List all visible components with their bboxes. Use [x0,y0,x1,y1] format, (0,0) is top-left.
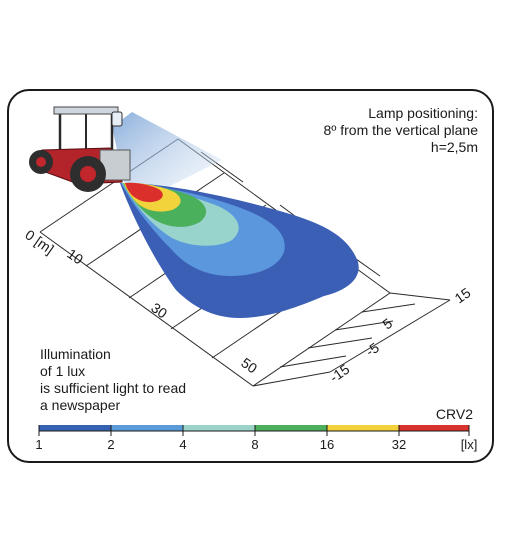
grid-line [279,355,347,368]
distance-tick-label: 50 [238,354,260,376]
note-line: a newspaper [40,397,121,413]
tractor-illustration [29,106,131,192]
note-line: of 1 lux [40,363,86,379]
legend-tick-label: 32 [392,437,406,452]
legend-tick-label: 2 [107,437,114,452]
lateral-tick-label: 5 [380,315,396,333]
legend-tick-label: 4 [179,437,186,452]
grid-line [252,292,391,387]
legend-segment-32-plus [399,425,469,431]
distance-tick-label: 10 [64,245,86,267]
rear-wheel-hub [80,166,96,182]
legend-tick-label: 1 [35,437,42,452]
legend-segment-16-32 [327,425,399,431]
distance-tick-label: 30 [148,299,170,321]
legend-unit-label: [lx] [461,437,478,452]
legend-tick-label: 8 [251,437,258,452]
product-code: CRV2 [435,406,473,422]
distance-axis-unit: 0 [m] [22,226,57,257]
lamp-info-line: h=2,5m [430,139,478,155]
grid-line [361,303,416,313]
illuminance-contours [120,182,359,318]
contour-32-lux [125,182,163,203]
color-legend: 1 2 4 8 16 32 [lx] [35,425,477,452]
lateral-tick-label: -15 [327,361,353,386]
illumination-note: Illumination of 1 lux is sufficient ligh… [40,346,186,414]
legend-segment-2-4 [111,425,183,431]
grid-line [307,337,373,349]
front-wheel-hub [36,157,46,167]
lateral-tick-label: 15 [452,284,474,306]
lamp-info-line: Lamp positioning: [368,105,478,121]
note-line: is sufficient light to read [40,380,187,396]
grid-line [329,299,451,373]
legend-tick-label: 16 [320,437,334,452]
legend-segment-1-2 [39,425,111,431]
legend-segment-4-8 [183,425,255,431]
note-line: Illumination [40,346,111,362]
tractor-roof [53,106,119,115]
lateral-axis: 15 5 -5 -15 [327,284,474,385]
lamp-positioning-info: Lamp positioning: 8º from the vertical p… [323,105,478,156]
legend-segment-8-16 [255,425,327,431]
grid-line [389,292,451,301]
light-beam [112,112,222,200]
lamp-info-line: 8º from the vertical plane [323,122,478,138]
grid-line [39,231,254,387]
lamp-icon [111,111,123,127]
grid-line [252,371,331,387]
grid-line [334,320,394,331]
